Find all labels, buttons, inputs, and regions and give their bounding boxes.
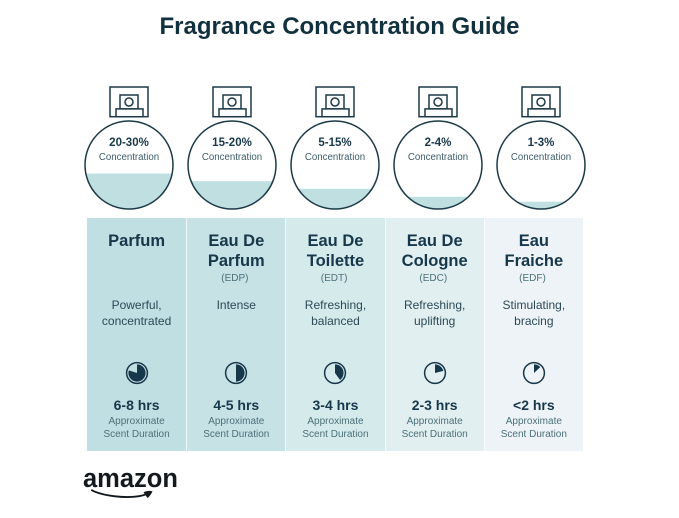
svg-text:Concentration: Concentration: [408, 152, 468, 163]
svg-text:Concentration: Concentration: [305, 152, 365, 163]
svg-text:Concentration: Concentration: [511, 152, 571, 163]
svg-text:amazon: amazon: [83, 468, 178, 493]
svg-text:2-4%: 2-4%: [425, 137, 452, 149]
svg-text:5-15%: 5-15%: [318, 137, 351, 149]
svg-text:1-3%: 1-3%: [528, 137, 555, 149]
svg-text:15-20%: 15-20%: [212, 137, 252, 149]
svg-text:20-30%: 20-30%: [109, 137, 149, 149]
svg-text:Concentration: Concentration: [202, 152, 262, 163]
svg-text:Concentration: Concentration: [99, 152, 159, 163]
